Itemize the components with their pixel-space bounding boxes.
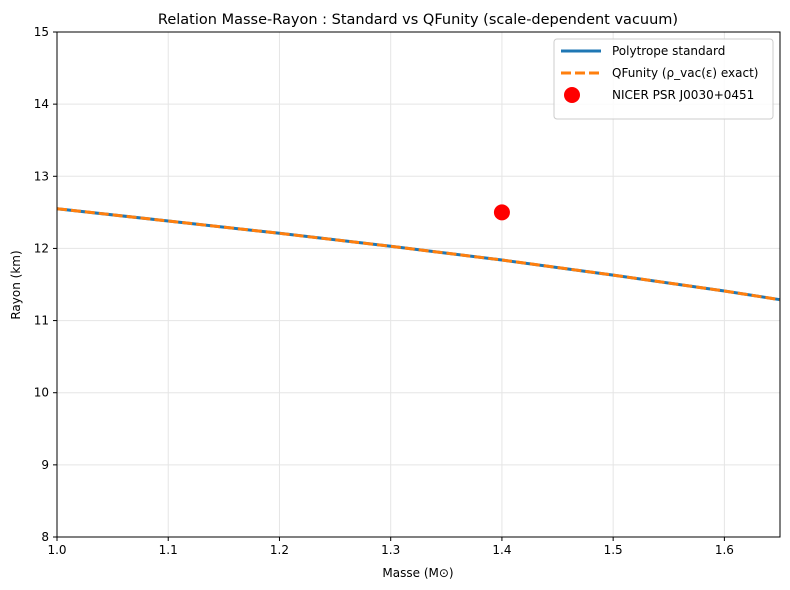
legend-label-nicer: NICER PSR J0030+0451 [612, 88, 754, 102]
x-tick-label: 1.0 [47, 543, 66, 557]
y-tick-label: 9 [41, 458, 49, 472]
legend-label-qfunity: QFunity (ρ_vac(ε) exact) [612, 66, 758, 80]
series-layer [56, 207, 781, 302]
x-tick-label: 1.4 [492, 543, 511, 557]
y-tick-label: 14 [34, 97, 49, 111]
points-layer [493, 204, 510, 221]
plot-frame [56, 31, 781, 538]
series-line-qfunity [56, 207, 781, 302]
x-tick-label: 1.6 [715, 543, 734, 557]
x-tick-label: 1.3 [381, 543, 400, 557]
legend-label-polytrope: Polytrope standard [612, 44, 725, 58]
y-tick-label: 10 [34, 386, 49, 400]
y-tick-label: 11 [34, 314, 49, 328]
x-axis-ticks: 1.0 1.1 1.2 1.3 1.4 1.5 1.6 [47, 537, 734, 557]
nicer-data-point [493, 204, 510, 221]
y-tick-label: 15 [34, 25, 49, 39]
y-tick-label: 13 [34, 169, 49, 183]
y-axis-ticks: 8 9 10 11 12 13 14 15 [34, 25, 57, 544]
y-tick-label: 12 [34, 241, 49, 255]
legend-box [553, 38, 774, 120]
x-tick-label: 1.2 [270, 543, 289, 557]
legend-marker-nicer [564, 87, 580, 103]
x-axis-title: Masse (M⊙) [382, 566, 453, 580]
y-tick-label: 8 [41, 530, 49, 544]
legend: Polytrope standard QFunity (ρ_vac(ε) exa… [553, 38, 774, 120]
x-tick-label: 1.1 [159, 543, 178, 557]
x-tick-label: 1.5 [604, 543, 623, 557]
chart-title: Relation Masse-Rayon : Standard vs QFuni… [158, 12, 678, 28]
y-axis-title: Rayon (km) [9, 250, 23, 319]
